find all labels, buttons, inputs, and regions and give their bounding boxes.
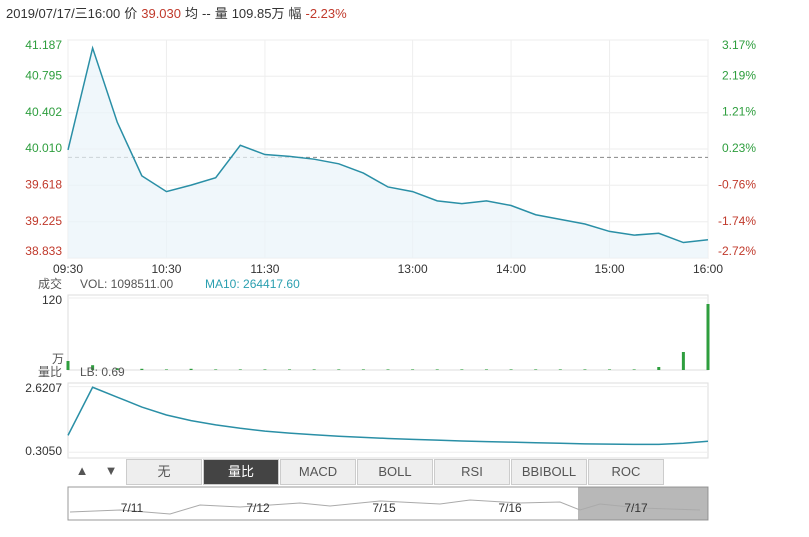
bar — [534, 369, 538, 370]
bar — [411, 369, 415, 370]
change: -2.23% — [305, 6, 347, 21]
label: 量 — [214, 6, 228, 21]
toolbar-button[interactable]: MACD — [280, 459, 356, 485]
label: 幅 — [288, 6, 302, 21]
x-tick-label: 11:30 — [250, 262, 279, 276]
navigator-line — [69, 499, 701, 515]
unit-label: 万 — [52, 352, 64, 366]
bar — [657, 367, 661, 370]
navigator-window — [578, 487, 708, 520]
bar — [509, 369, 513, 370]
x-tick-label: 15:00 — [595, 262, 625, 276]
x-tick-label: 10:30 — [151, 262, 181, 276]
y-tick-label: 0.3050 — [25, 444, 62, 458]
y2-tick-label: 1.21% — [722, 105, 756, 119]
datetime: 2019/07/17/三16:00 — [6, 6, 121, 21]
toolbar-button[interactable]: ROC — [588, 459, 664, 485]
label: 价 — [124, 6, 138, 21]
y-tick-label: 38.833 — [25, 244, 62, 258]
info-bar: 2019/07/17/三16:00 价 39.030 均 -- 量 109.85万幅 -2.2… — [6, 3, 351, 22]
toolbar: ▲ ▼ 无量比 MACD BOLL RSI BBIBOLL ROC — [68, 459, 665, 485]
bar — [386, 369, 390, 370]
bar — [608, 369, 612, 370]
panel-label: 量比 — [38, 365, 62, 379]
bar — [312, 369, 316, 370]
bar — [706, 304, 710, 370]
y2-tick-label: 0.23% — [722, 141, 756, 155]
bar — [435, 369, 439, 370]
bar — [214, 369, 218, 370]
y2-tick-label: -2.72% — [718, 244, 756, 258]
bar — [632, 369, 636, 370]
y2-tick-label: -0.76% — [718, 178, 756, 192]
bar — [583, 369, 587, 370]
toolbar-button[interactable]: BOLL — [357, 459, 433, 485]
bar — [460, 369, 464, 370]
y-tick-label: 2.6207 — [25, 381, 62, 395]
label: 均 — [185, 6, 199, 21]
bar — [115, 368, 119, 370]
navigator-date: 7/15 — [372, 501, 396, 515]
plot-area — [67, 382, 709, 459]
x-tick-label: 14:00 — [496, 262, 526, 276]
y-tick-label: 39.618 — [25, 177, 62, 191]
price: 39.030 — [141, 6, 181, 21]
toolbar-button[interactable]: ▲ — [68, 459, 96, 483]
bar — [361, 369, 365, 370]
bar — [91, 365, 95, 370]
toolbar-button[interactable]: 无 — [126, 459, 202, 485]
navigator-date: 7/17 — [624, 501, 648, 515]
y-tick-label: 40.795 — [25, 68, 62, 82]
vol-label: VOL: 1098511.00 — [80, 277, 174, 291]
ma-label: MA10: 264417.60 — [205, 277, 300, 291]
bar — [263, 369, 267, 370]
toolbar-button[interactable]: RSI — [434, 459, 510, 485]
bar — [189, 368, 193, 370]
toolbar-button[interactable]: BBIBOLL — [511, 459, 587, 485]
navigator-date: 7/12 — [246, 501, 270, 515]
y-tick-label: 41.187 — [25, 38, 62, 52]
x-tick-label: 13:00 — [398, 262, 428, 276]
x-tick-label: 16:00 — [693, 262, 723, 276]
volume: 109.85万 — [231, 6, 285, 21]
bar — [337, 369, 341, 370]
panel-label: 成交 — [38, 276, 62, 291]
bar — [288, 369, 292, 370]
y2-tick-label: -1.74% — [718, 214, 756, 228]
bar — [66, 361, 70, 370]
price-line — [67, 45, 709, 244]
bar — [238, 369, 242, 370]
toolbar-button[interactable]: 量比 — [203, 459, 279, 485]
y-tick-label: 40.402 — [25, 105, 62, 119]
bar — [140, 368, 144, 370]
y-tick-label: 120 — [42, 293, 62, 307]
bar — [681, 352, 685, 370]
bar — [558, 369, 562, 370]
avg: -- — [202, 6, 211, 21]
y-tick-label: 39.225 — [25, 214, 62, 228]
bar — [484, 369, 488, 370]
bar — [164, 369, 168, 370]
y-tick-label: 40.010 — [25, 141, 62, 155]
x-tick-label: 09:30 — [53, 262, 83, 276]
lb-label: LB: 0.69 — [80, 365, 125, 379]
plot-area — [67, 294, 709, 371]
navigator-date: 7/11 — [121, 501, 144, 515]
navigator-date: 7/16 — [498, 501, 522, 515]
toolbar-button[interactable]: ▼ — [97, 459, 125, 483]
area — [68, 48, 708, 259]
price-line — [67, 386, 709, 446]
y2-tick-label: 3.17% — [722, 38, 756, 52]
y2-tick-label: 2.19% — [722, 68, 756, 82]
